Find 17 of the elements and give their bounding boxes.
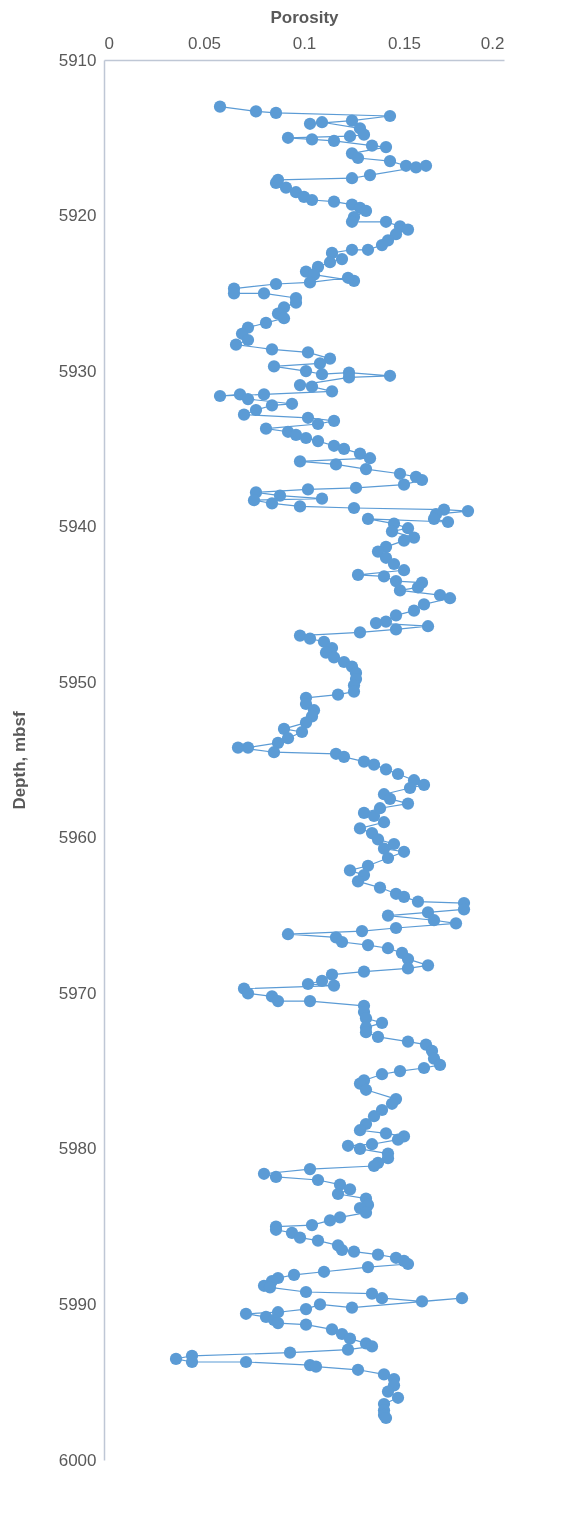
y-tick-label: 5940	[58, 517, 97, 537]
x-tick-label: 0.1	[292, 33, 317, 53]
x-tick-label: 0	[104, 33, 114, 53]
y-tick-label: 5920	[58, 206, 97, 226]
y-tick-label: 5990	[58, 1294, 97, 1314]
y-axis-title: Depth, mbsf	[9, 711, 29, 810]
y-tick-label: 5910	[58, 50, 97, 70]
x-tick-label: 0.05	[187, 33, 222, 53]
y-tick-label: 5960	[58, 828, 97, 848]
x-tick-label: 0.15	[387, 33, 422, 53]
y-tick-label: 5970	[58, 983, 97, 1003]
y-tick-label: 5930	[58, 361, 97, 381]
y-tick-label: 5980	[58, 1139, 97, 1159]
y-tick-label: 5950	[58, 672, 97, 692]
x-tick-label: 0.2	[480, 33, 505, 53]
y-tick-label: 6000	[58, 1450, 97, 1470]
x-axis-title: Porosity	[270, 7, 340, 27]
